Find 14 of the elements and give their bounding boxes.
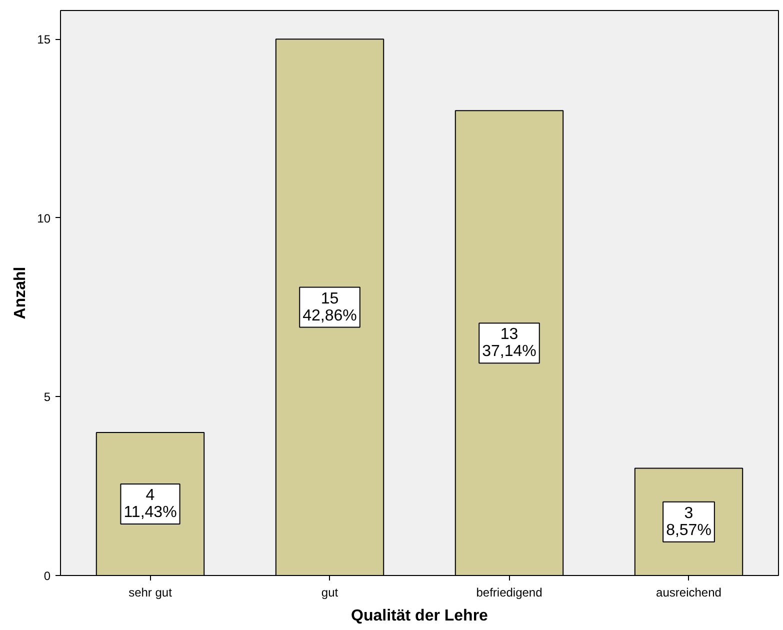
x-axis-title: Qualität der Lehre — [351, 608, 488, 624]
data-label: 13 37,14% — [482, 326, 536, 360]
y-axis-title: Anzahl — [12, 266, 30, 320]
data-label: 4 11,43% — [124, 486, 177, 521]
data-label: 15 42,86% — [302, 290, 357, 324]
x-tick-label: gut — [321, 586, 339, 600]
y-tick-label: 15 — [37, 32, 51, 47]
data-label: 3 8,57% — [666, 504, 712, 539]
y-tick-label: 0 — [44, 569, 51, 583]
x-tick-label: ausreichend — [656, 586, 722, 600]
x-tick-label: befriedigend — [476, 586, 542, 600]
y-tick-label: 10 — [37, 211, 51, 226]
y-tick-label: 5 — [44, 390, 51, 404]
x-tick-label: sehr gut — [128, 586, 173, 600]
